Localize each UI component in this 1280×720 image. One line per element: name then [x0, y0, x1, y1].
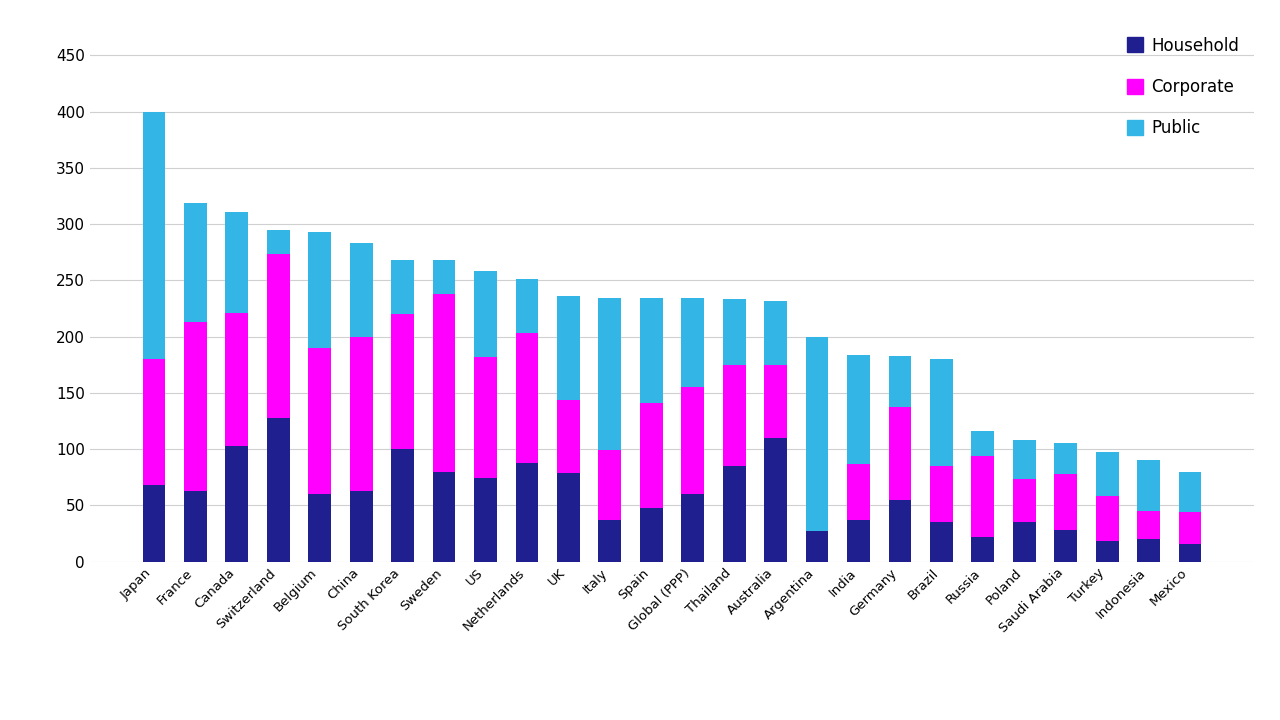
Bar [1179, 472, 1202, 512]
Bar [392, 260, 413, 314]
Bar [1137, 460, 1160, 511]
Bar [972, 537, 995, 562]
Bar [557, 296, 580, 400]
Bar [599, 520, 621, 562]
Bar [1179, 512, 1202, 544]
Bar [1055, 474, 1078, 530]
Bar [1096, 452, 1119, 496]
Bar [349, 243, 372, 337]
Bar [972, 456, 995, 537]
Bar [723, 365, 745, 466]
Bar [349, 337, 372, 491]
Bar [1012, 480, 1036, 522]
Bar [225, 212, 248, 313]
Bar [888, 408, 911, 500]
Bar [308, 232, 332, 348]
Bar [142, 112, 165, 359]
Bar [433, 472, 456, 562]
Bar [888, 500, 911, 562]
Bar [764, 301, 787, 365]
Bar [184, 203, 207, 322]
Bar [516, 333, 539, 463]
Bar [516, 279, 539, 333]
Bar [516, 463, 539, 562]
Bar [805, 531, 828, 562]
Bar [308, 348, 332, 494]
Bar [392, 314, 413, 449]
Bar [972, 431, 995, 456]
Bar [640, 298, 663, 403]
Bar [805, 337, 828, 531]
Bar [1096, 541, 1119, 562]
Bar [1012, 440, 1036, 480]
Bar [681, 298, 704, 387]
Bar [474, 478, 497, 562]
Bar [142, 359, 165, 485]
Bar [184, 322, 207, 491]
Bar [640, 403, 663, 508]
Bar [474, 271, 497, 357]
Bar [433, 294, 456, 472]
Bar [474, 357, 497, 478]
Bar [1096, 496, 1119, 541]
Bar [599, 450, 621, 520]
Bar [599, 298, 621, 450]
Bar [557, 473, 580, 562]
Bar [184, 491, 207, 562]
Bar [888, 356, 911, 408]
Bar [640, 508, 663, 562]
Bar [349, 491, 372, 562]
Bar [931, 522, 952, 562]
Bar [266, 254, 289, 418]
Bar [266, 230, 289, 254]
Bar [433, 260, 456, 294]
Bar [764, 365, 787, 438]
Bar [1137, 511, 1160, 539]
Bar [931, 466, 952, 522]
Bar [681, 387, 704, 494]
Bar [847, 355, 870, 464]
Bar [847, 520, 870, 562]
Bar [142, 485, 165, 562]
Bar [764, 438, 787, 562]
Bar [557, 400, 580, 473]
Bar [1179, 544, 1202, 562]
Bar [723, 466, 745, 562]
Bar [1012, 522, 1036, 562]
Bar [847, 464, 870, 520]
Bar [723, 300, 745, 365]
Bar [1137, 539, 1160, 562]
Legend: Household, Corporate, Public: Household, Corporate, Public [1120, 30, 1245, 144]
Bar [392, 449, 413, 562]
Bar [225, 446, 248, 562]
Bar [225, 313, 248, 446]
Bar [308, 494, 332, 562]
Bar [1055, 530, 1078, 562]
Bar [681, 494, 704, 562]
Bar [266, 418, 289, 562]
Bar [1055, 444, 1078, 474]
Bar [931, 359, 952, 466]
